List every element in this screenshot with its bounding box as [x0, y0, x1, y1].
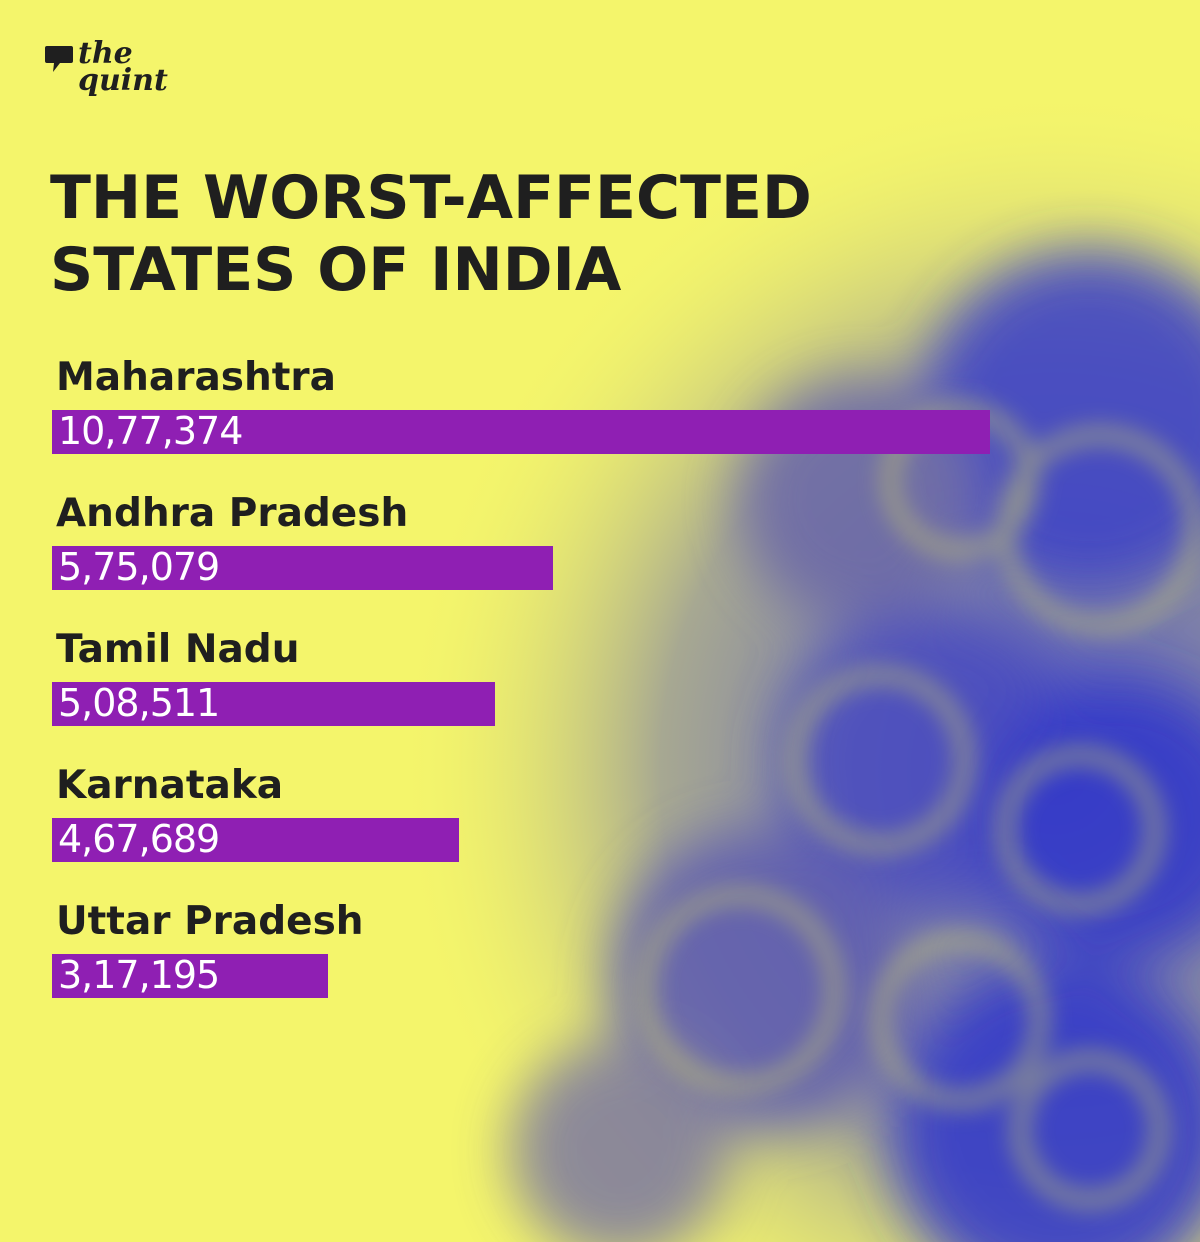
- speech-bubble-icon: [45, 46, 73, 72]
- data-label: 4,67,689: [58, 817, 220, 861]
- category-label: Karnataka: [56, 763, 284, 808]
- category-label: Tamil Nadu: [56, 627, 300, 672]
- category-label: Andhra Pradesh: [56, 491, 409, 536]
- bar: 5,75,079: [52, 545, 553, 590]
- logo-line-1: the: [78, 36, 133, 71]
- bar: 4,67,689: [52, 817, 459, 862]
- data-label: 3,17,195: [58, 953, 220, 997]
- category-label: Uttar Pradesh: [56, 899, 364, 944]
- bar: 3,17,195: [52, 953, 328, 998]
- bar: 5,08,511: [52, 681, 495, 726]
- data-label: 5,08,511: [58, 681, 220, 725]
- bar: 10,77,374: [52, 409, 990, 454]
- logo-wordmark: the quint: [78, 36, 218, 98]
- chart-title-line-1: THE WORST-AFFECTED: [50, 163, 812, 233]
- chart-title: THE WORST-AFFECTED STATES OF INDIA: [50, 162, 950, 306]
- category-label: Maharashtra: [56, 355, 336, 400]
- data-label: 5,75,079: [58, 545, 220, 589]
- chart-title-line-2: STATES OF INDIA: [50, 235, 622, 305]
- logo-line-2: quint: [78, 63, 168, 98]
- data-label: 10,77,374: [58, 409, 243, 453]
